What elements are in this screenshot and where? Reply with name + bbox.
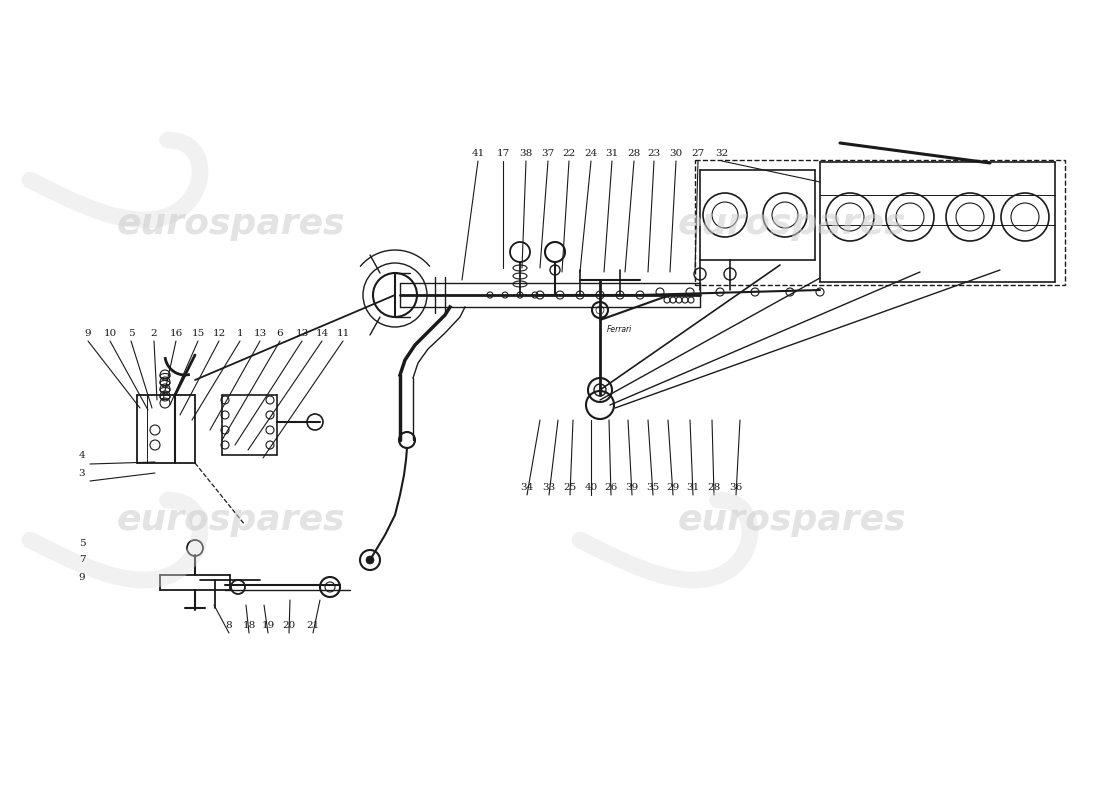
Text: 29: 29: [667, 482, 680, 491]
Text: 25: 25: [563, 482, 576, 491]
Text: 40: 40: [584, 482, 597, 491]
Text: 5: 5: [128, 329, 134, 338]
Text: eurospares: eurospares: [678, 503, 906, 537]
Text: 7: 7: [79, 555, 86, 565]
Text: 36: 36: [729, 482, 743, 491]
Text: 37: 37: [541, 149, 554, 158]
Text: eurospares: eurospares: [117, 207, 345, 241]
Text: 3: 3: [79, 469, 86, 478]
Text: 11: 11: [337, 329, 350, 338]
Text: eurospares: eurospares: [117, 503, 345, 537]
Text: 17: 17: [496, 149, 509, 158]
Text: 1: 1: [236, 329, 243, 338]
Text: 31: 31: [605, 149, 618, 158]
Text: 12: 12: [212, 329, 226, 338]
Text: 26: 26: [604, 482, 617, 491]
Text: 21: 21: [307, 621, 320, 630]
Text: eurospares: eurospares: [678, 207, 906, 241]
Text: 28: 28: [707, 482, 721, 491]
Text: 24: 24: [584, 149, 597, 158]
Text: 13: 13: [296, 329, 309, 338]
Text: 9: 9: [85, 329, 91, 338]
Text: 39: 39: [626, 482, 639, 491]
Text: 6: 6: [277, 329, 284, 338]
Text: 33: 33: [542, 482, 556, 491]
Circle shape: [596, 306, 604, 314]
Text: 19: 19: [262, 621, 275, 630]
Text: 14: 14: [316, 329, 329, 338]
Text: 38: 38: [519, 149, 532, 158]
Text: Ferrari: Ferrari: [607, 326, 632, 334]
Text: 13: 13: [253, 329, 266, 338]
Text: 5: 5: [79, 538, 86, 547]
Text: 22: 22: [562, 149, 575, 158]
Text: 32: 32: [715, 149, 728, 158]
Text: 30: 30: [670, 149, 683, 158]
Text: 8: 8: [226, 621, 232, 630]
Text: 20: 20: [283, 621, 296, 630]
Circle shape: [366, 556, 374, 564]
Text: 41: 41: [472, 149, 485, 158]
Text: 27: 27: [692, 149, 705, 158]
Text: 34: 34: [520, 482, 534, 491]
Text: 16: 16: [169, 329, 183, 338]
Text: 28: 28: [627, 149, 640, 158]
Text: 9: 9: [79, 573, 86, 582]
Text: 23: 23: [648, 149, 661, 158]
Text: 10: 10: [103, 329, 117, 338]
Text: 15: 15: [191, 329, 205, 338]
Text: 18: 18: [242, 621, 255, 630]
Text: 35: 35: [647, 482, 660, 491]
Text: 31: 31: [686, 482, 700, 491]
Text: 2: 2: [151, 329, 157, 338]
Text: 4: 4: [79, 451, 86, 461]
